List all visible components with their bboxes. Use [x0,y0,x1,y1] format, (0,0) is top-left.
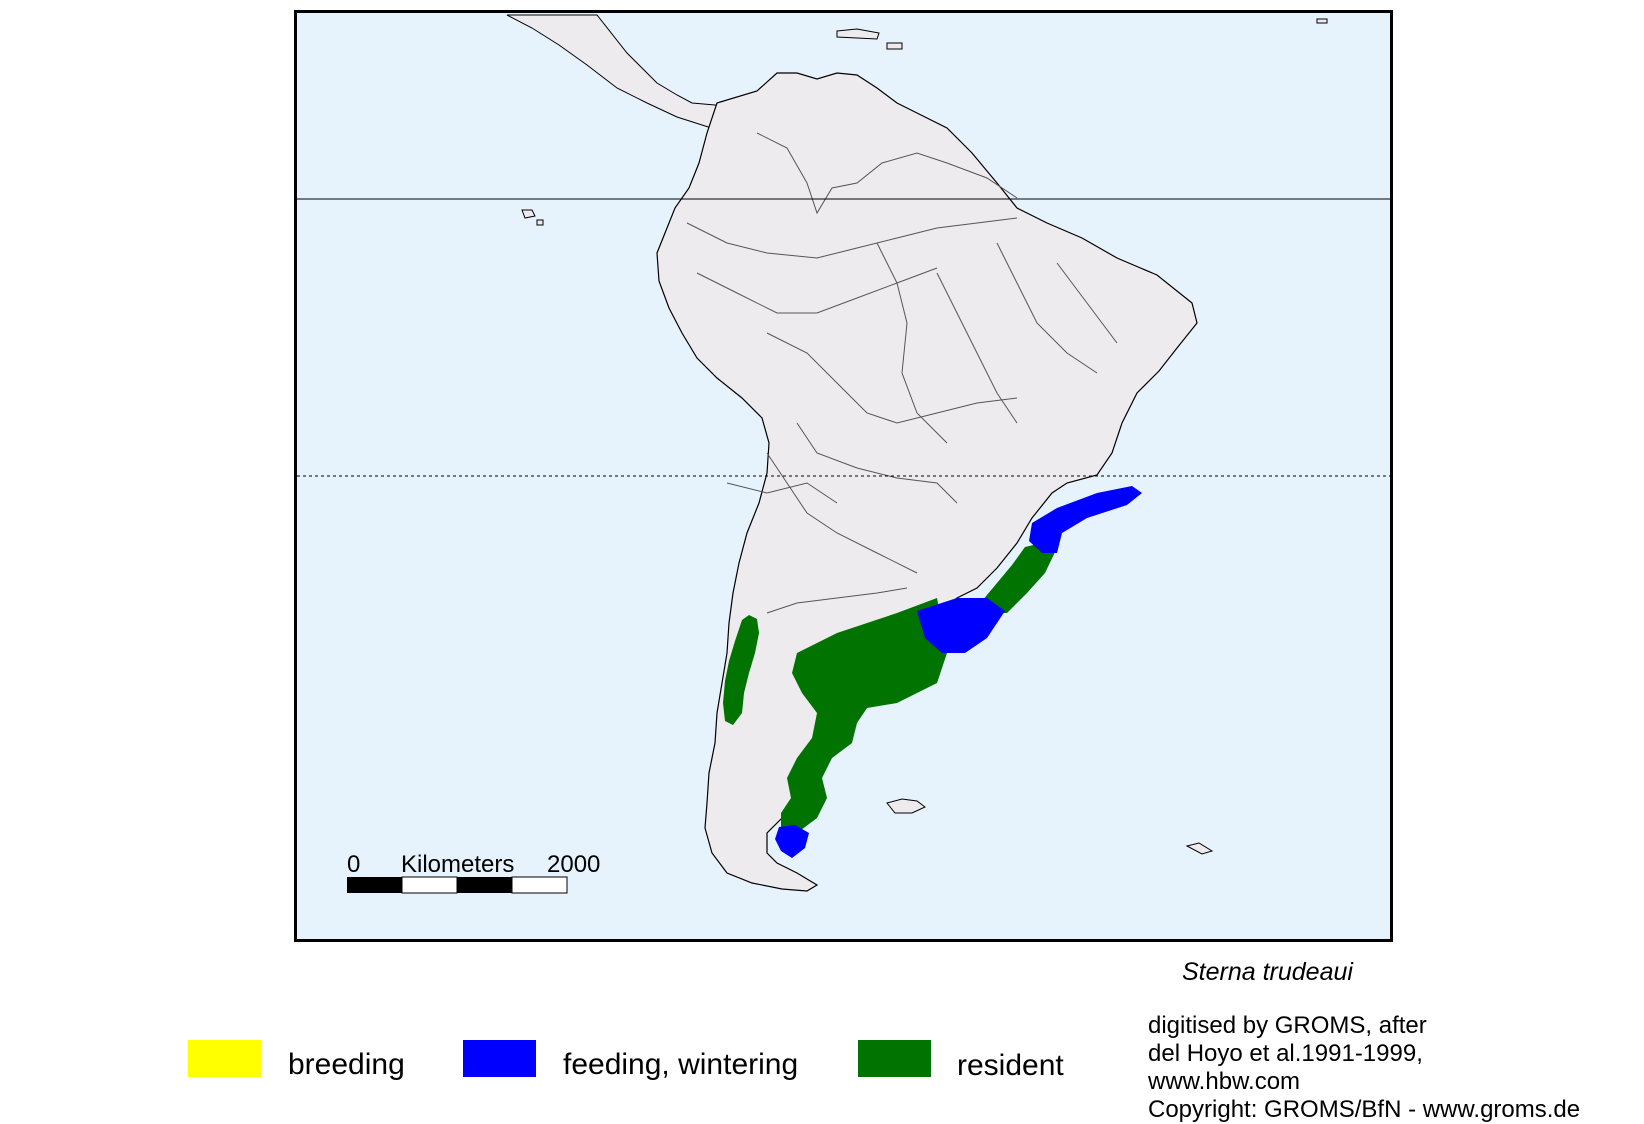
credit-line-source: del Hoyo et al.1991-1999, [1148,1040,1423,1067]
range-feeding-wintering-patagonia[interactable] [775,825,809,858]
falkland-islands [886,798,926,814]
credit-line-digitised: digitised by GROMS, after [1148,1012,1427,1039]
south-georgia-island [1185,842,1214,855]
range-resident-chile[interactable] [723,615,759,725]
legend-swatch-feeding-wintering [463,1040,536,1077]
range-resident-brazil-coast[interactable] [982,543,1057,613]
credit-line-copyright: Copyright: GROMS/BfN - www.groms.de [1148,1096,1581,1123]
scale-label-unit: Kilometers [401,851,515,878]
map-frame[interactable]: 0 Kilometers 2000 [294,10,1393,942]
legend-swatch-breeding [188,1040,261,1077]
range-feeding-wintering-plata[interactable] [917,598,1005,653]
range-resident-argentina-coast[interactable] [781,598,947,833]
legend-label-breeding: breeding [288,1048,405,1081]
legend-swatch-resident [858,1040,931,1077]
galapagos-islands [521,209,544,226]
map-canvas[interactable] [297,13,1390,939]
credits-block: digitised by GROMS, after del Hoyo et al… [1148,1012,1580,1124]
central-america-landmass [506,14,738,134]
scale-bar [347,876,568,894]
caribbean-islands [836,18,1328,50]
species-name: Sterna trudeaui [1182,958,1353,986]
credit-line-website: www.hbw.com [1148,1068,1301,1095]
country-borders-and-rivers [686,132,1118,614]
scale-label-zero: 0 [347,851,361,878]
legend-label-feeding-wintering: feeding, wintering [563,1048,799,1081]
range-feeding-wintering-se-brazil[interactable] [1029,486,1142,553]
scale-label-max: 2000 [547,851,601,878]
legend-label-resident: resident [957,1049,1064,1082]
